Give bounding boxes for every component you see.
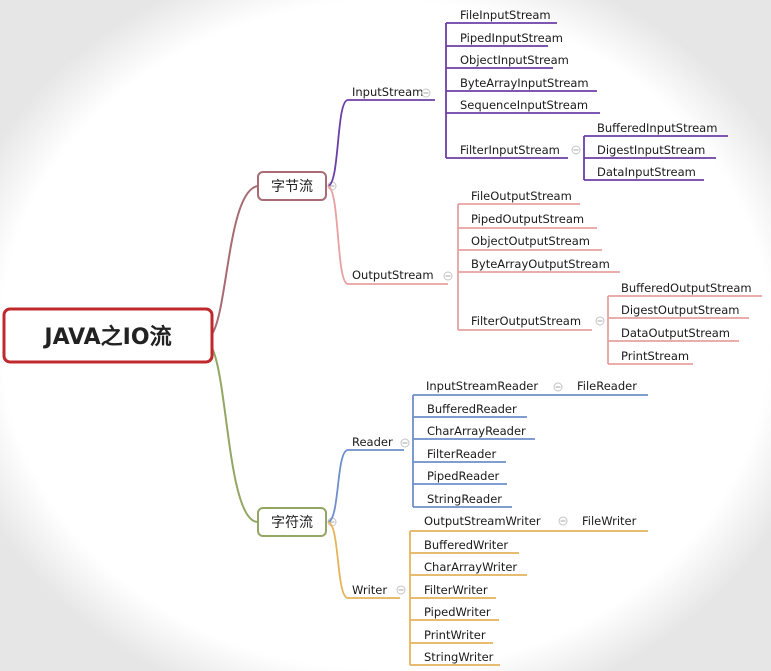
output-stream-label[interactable]: OutputStream <box>352 268 434 282</box>
byte-stream-node[interactable]: 字节流 <box>257 171 327 201</box>
root-to-byte-connector <box>211 185 259 335</box>
tree-node-label[interactable]: BufferedInputStream <box>597 121 717 135</box>
reader-label[interactable]: Reader <box>352 435 393 449</box>
tree-node-label[interactable]: PipedReader <box>427 469 500 483</box>
tree-node-label[interactable]: StringWriter <box>424 650 494 664</box>
byte-stream-label: 字节流 <box>271 179 313 195</box>
tree-node-label[interactable]: DataOutputStream <box>621 326 730 340</box>
tree-node-label[interactable]: FilterReader <box>427 447 496 461</box>
input-stream-connectors <box>327 22 728 187</box>
filter-input-stream-label[interactable]: FilterInputStream <box>460 143 560 157</box>
tree-node-label[interactable]: SequenceInputStream <box>460 98 588 112</box>
tree-node-label[interactable]: CharArrayReader <box>427 424 526 438</box>
tree-node-label[interactable]: PipedWriter <box>424 605 491 619</box>
filter-output-stream-label[interactable]: FilterOutputStream <box>471 314 581 328</box>
input-stream-reader-label[interactable]: InputStreamReader <box>426 379 538 393</box>
tree-node-label[interactable]: BufferedReader <box>427 402 517 416</box>
output-stream-connectors <box>327 185 762 365</box>
tree-node-label[interactable]: DigestInputStream <box>597 143 705 157</box>
tree-node-label[interactable]: ObjectInputStream <box>460 53 569 67</box>
reader-connectors <box>327 394 648 523</box>
tree-node-label[interactable]: FilterWriter <box>424 583 488 597</box>
tree-node-label[interactable]: DigestOutputStream <box>621 303 739 317</box>
tree-node-label[interactable]: FileWriter <box>582 514 637 528</box>
output-stream-writer-label[interactable]: OutputStreamWriter <box>424 514 541 528</box>
tree-node-label[interactable]: ObjectOutputStream <box>471 234 590 248</box>
tree-node-label[interactable]: DataInputStream <box>597 165 696 179</box>
tree-node-label[interactable]: FileInputStream <box>460 8 551 22</box>
writer-connectors <box>327 521 648 666</box>
tree-node-label[interactable]: BufferedOutputStream <box>621 281 752 295</box>
writer-label[interactable]: Writer <box>352 583 387 597</box>
tree-node-label[interactable]: ByteArrayInputStream <box>460 76 589 90</box>
tree-node-label[interactable]: FileOutputStream <box>471 189 572 203</box>
root-to-char-connector <box>211 347 259 523</box>
input-stream-label[interactable]: InputStream <box>352 85 423 99</box>
tree-node-label[interactable]: PrintStream <box>621 349 689 363</box>
tree-node-label[interactable]: PipedOutputStream <box>471 212 584 226</box>
tree-node-label[interactable]: CharArrayWriter <box>424 560 517 574</box>
tree-node-label[interactable]: FileReader <box>577 379 637 393</box>
tree-node-label[interactable]: PipedInputStream <box>460 31 563 45</box>
char-stream-node[interactable]: 字符流 <box>257 507 327 537</box>
root-label: JAVA之IO流 <box>42 324 171 350</box>
tree-node-label[interactable]: BufferedWriter <box>424 538 508 552</box>
root-node[interactable]: JAVA之IO流 <box>2 307 214 364</box>
tree-node-label[interactable]: StringReader <box>427 492 502 506</box>
tree-node-label[interactable]: PrintWriter <box>424 628 486 642</box>
tree-node-label[interactable]: ByteArrayOutputStream <box>471 257 610 271</box>
char-stream-label: 字符流 <box>271 515 313 531</box>
